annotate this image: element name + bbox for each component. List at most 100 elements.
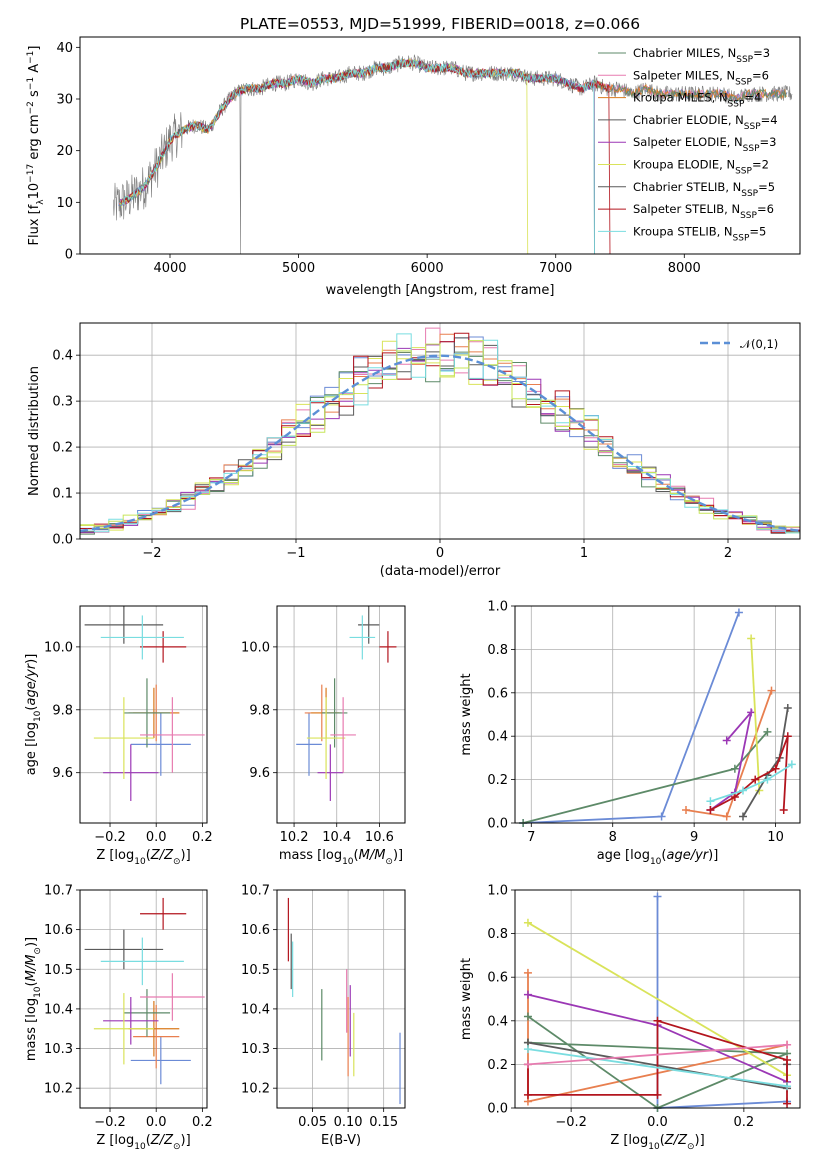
weight-series-line — [709, 735, 789, 811]
residuals-legend: 𝒩(0,1) — [700, 337, 778, 351]
y-tick-label: 0.0 — [487, 817, 508, 832]
weight-marker — [783, 1040, 792, 1049]
weight-vs-age-axes: 7 8 9 10 0.0 0.2 0.4 0.6 0.8 1.0 age [log10(age/yr… — [459, 600, 800, 867]
y-tick-label: 0.1 — [52, 487, 73, 502]
y-tick-label: 0.6 — [487, 971, 508, 986]
weight-vs-age-series — [519, 608, 796, 827]
weight-marker — [682, 805, 690, 814]
x-tick-label: −0.2 — [94, 1115, 126, 1130]
model-spectrum-line — [121, 57, 595, 254]
model-spectrum-line — [120, 59, 595, 254]
weight-marker — [523, 968, 532, 977]
x-tick-label: 0.05 — [298, 1115, 327, 1130]
weight-marker — [767, 686, 776, 695]
x-tick-label: 4000 — [153, 261, 186, 276]
x-axis-label: mass [log10(M/M⊙)] — [279, 848, 403, 867]
weight-marker — [653, 892, 662, 901]
weight-series-line — [522, 731, 769, 824]
weight-marker — [783, 1056, 792, 1065]
y-tick-label: 10.5 — [241, 963, 270, 978]
weight-marker — [763, 775, 772, 784]
x-tick-label: 0.0 — [146, 1115, 167, 1130]
y-tick-label: 0.4 — [487, 730, 508, 745]
y-tick-label: 20 — [56, 144, 73, 159]
x-tick-label: 2 — [724, 546, 732, 561]
y-tick-label: 1.0 — [487, 884, 508, 899]
y-tick-label: 0.0 — [52, 533, 73, 548]
weight-series-line — [527, 921, 788, 1077]
weight-marker — [523, 1060, 532, 1069]
x-axis-label: age [log10(age/yr)] — [597, 848, 719, 867]
y-tick-label: 0.0 — [487, 1102, 508, 1117]
legend-label: Kroupa ELODIE, NSSP=2 — [633, 158, 769, 177]
weight-vs-Z-axes: −0.2 0.0 0.2 0.0 0.2 0.4 0.6 0.8 1.0 Z [log10(Z/Z… — [459, 884, 800, 1152]
weight-marker — [783, 703, 792, 712]
x-tick-label: 8 — [609, 830, 617, 845]
weight-marker — [779, 805, 788, 814]
x-tick-label: 6000 — [411, 261, 444, 276]
weight-marker — [722, 812, 731, 821]
weight-series-line — [527, 1043, 788, 1066]
y-axis-label: age [log10(age/yr)] — [24, 654, 43, 776]
x-axis-label: Z [log10(Z/Z⊙)] — [96, 1133, 190, 1152]
weight-marker — [783, 1099, 792, 1108]
y-axis-label: mass weight — [459, 673, 474, 755]
x-tick-label: 0.0 — [647, 1115, 668, 1130]
weight-marker — [706, 805, 715, 814]
weight-series-line — [750, 638, 761, 791]
x-tick-label: 8000 — [668, 261, 701, 276]
y-tick-label: 0.4 — [52, 349, 73, 364]
y-tick-label: 0.3 — [52, 395, 73, 410]
chart-title: PLATE=0553, MJD=51999, FIBERID=0018, z=0… — [240, 15, 640, 33]
y-tick-label: 0.8 — [487, 643, 508, 658]
x-tick-label: 0.2 — [192, 1115, 213, 1130]
legend-label: Chabrier ELODIE, NSSP=4 — [633, 113, 778, 132]
y-tick-label: 10.7 — [241, 884, 270, 899]
y-tick-label: 10.3 — [241, 1042, 270, 1057]
weight-marker — [787, 760, 796, 769]
x-tick-label: 10.4 — [322, 830, 351, 845]
legend-label: Salpeter MILES, NSSP=6 — [633, 68, 769, 87]
x-tick-label: 0.2 — [734, 1115, 755, 1130]
y-tick-label: 40 — [56, 41, 73, 56]
mass-vs-Z-frame — [79, 889, 208, 1109]
weight-marker — [523, 990, 532, 999]
weight-series-line — [742, 707, 789, 817]
y-tick-label: 0.6 — [487, 686, 508, 701]
x-axis-label: Z [log10(Z/Z⊙)] — [610, 1133, 704, 1152]
residuals-frame — [79, 322, 801, 540]
weight-marker — [523, 1012, 532, 1021]
mass-vs-Z-axes: −0.2 0.0 0.2 10.2 10.3 10.4 10.5 10.6 10.7 Z [log… — [24, 884, 213, 1153]
y-tick-label: 10.0 — [44, 640, 73, 655]
x-tick-label: 7 — [527, 830, 535, 845]
age-vs-Z-axes: −0.2 0.0 0.2 9.6 9.8 10.0 Z [log10(Z/Z⊙)] age [… — [24, 606, 213, 867]
x-axis-label: (data-model)/error — [380, 564, 501, 579]
y-tick-label: 9.6 — [52, 766, 73, 781]
legend-label: Kroupa STELIB, NSSP=5 — [633, 224, 766, 243]
weight-marker — [730, 764, 739, 773]
weight-marker — [783, 1082, 792, 1091]
weight-marker — [706, 797, 715, 806]
weight-marker — [722, 736, 731, 745]
normal-curve — [80, 354, 800, 533]
legend-label: Salpeter ELODIE, NSSP=3 — [633, 135, 776, 154]
x-tick-label: 5000 — [282, 261, 315, 276]
x-tick-label: 10.6 — [365, 830, 394, 845]
age-vs-Z-errorbars — [84, 606, 205, 801]
y-tick-label: 0.2 — [487, 1058, 508, 1073]
weight-series-line — [527, 1019, 788, 1104]
x-tick-label: −0.2 — [555, 1115, 587, 1130]
model-spectrum-line — [120, 58, 529, 254]
x-axis-label: wavelength [Angstrom, rest frame] — [326, 283, 555, 298]
weight-series-line — [710, 763, 793, 803]
residuals-axes: −2 −1 0 1 2 0.0 0.1 0.2 0.3 0.4 (data-model)/error… — [27, 323, 800, 579]
spectrum-frame — [79, 36, 801, 255]
x-tick-label: 0.10 — [334, 1115, 363, 1130]
y-tick-label: 9.6 — [249, 766, 270, 781]
weight-vs-Z-series — [523, 892, 792, 1112]
x-tick-label: 0 — [436, 546, 444, 561]
weight-marker — [751, 775, 760, 784]
weight-series-line — [709, 709, 753, 811]
y-tick-label: 9.8 — [52, 703, 73, 718]
